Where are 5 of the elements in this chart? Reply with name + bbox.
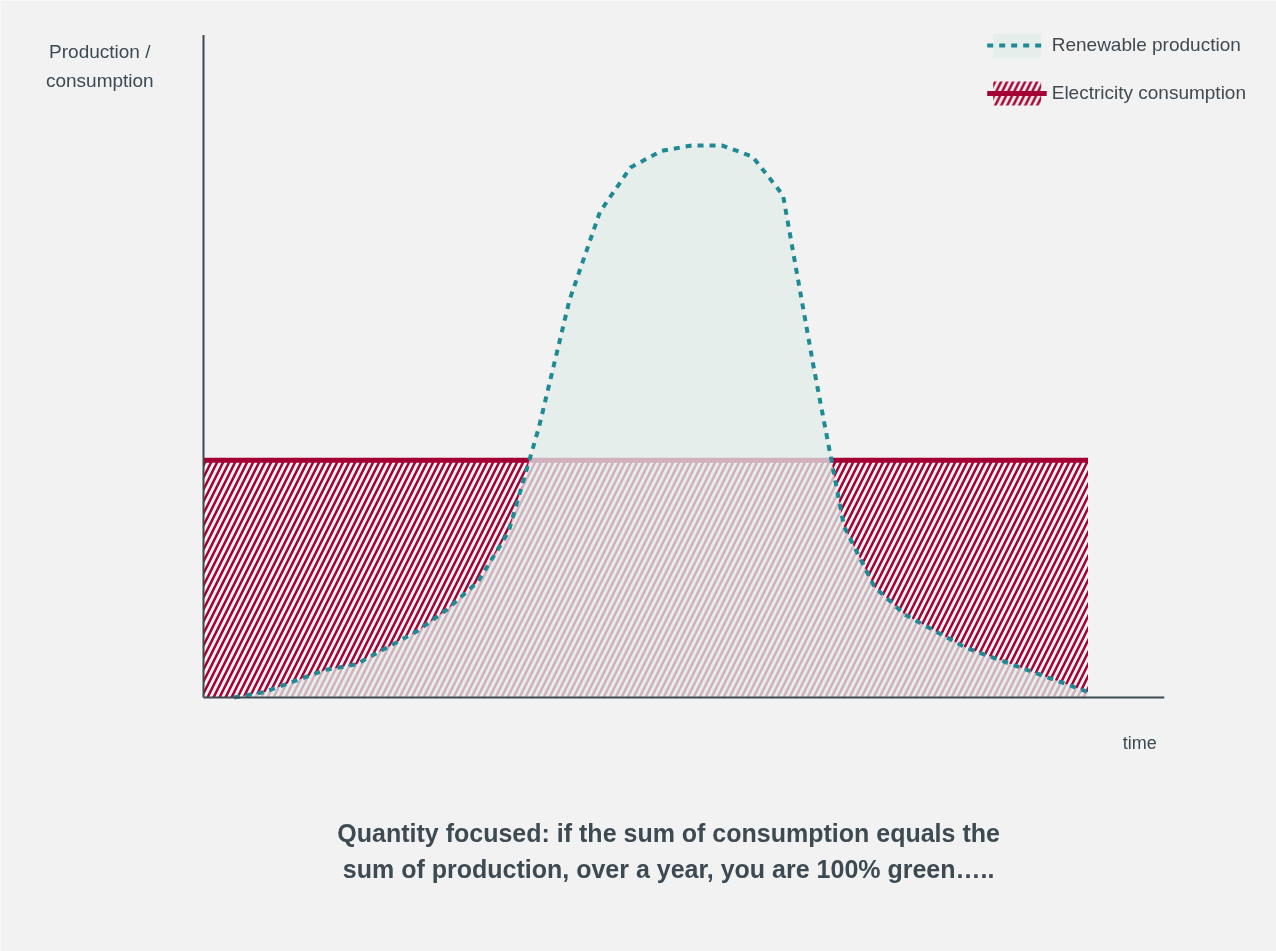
x-axis-title: time (1122, 732, 1157, 753)
legend-label: Electricity consumption (1051, 82, 1246, 104)
legend-label: Renewable production (1051, 34, 1241, 56)
text: Quantity focused: if the sum of consumption equals the sum of production, over a year, you are 100% green….. (337, 818, 1000, 884)
y-axis-title: Production / consumption (45, 40, 154, 91)
